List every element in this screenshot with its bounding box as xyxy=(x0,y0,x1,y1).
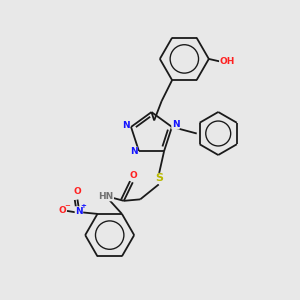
Text: S: S xyxy=(155,173,163,183)
Text: −: − xyxy=(64,202,70,208)
Text: O: O xyxy=(74,187,81,196)
Text: O: O xyxy=(58,206,66,215)
Text: OH: OH xyxy=(220,57,235,66)
Text: HN: HN xyxy=(98,192,113,201)
Text: O: O xyxy=(130,171,137,180)
Text: N: N xyxy=(130,147,137,156)
Text: N: N xyxy=(172,120,179,129)
Text: +: + xyxy=(80,203,86,209)
Text: N: N xyxy=(122,121,130,130)
Text: N: N xyxy=(75,207,83,216)
